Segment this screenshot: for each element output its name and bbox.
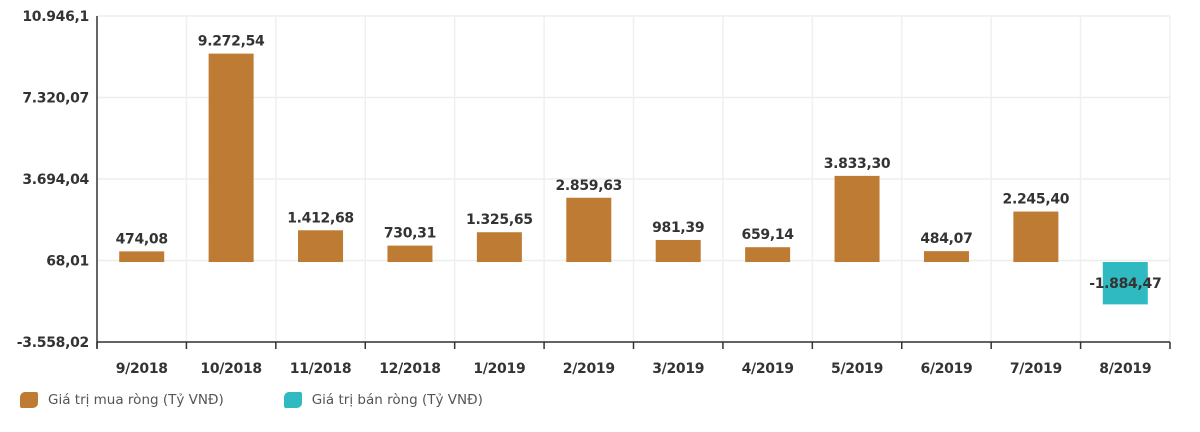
bar-buy[interactable]: [208, 53, 254, 263]
x-axis: 9/2018 10/2018 11/2018 12/2018 1/2019 2/2019 3…: [96, 341, 1171, 377]
x-tick-label: 1/2019: [473, 361, 525, 377]
y-axis: 10.946,1 7.320,07 3.694,04 68,01 -3.558,02: [17, 9, 98, 351]
data-label: 981,39: [652, 220, 704, 236]
data-label: 2.859,63: [555, 178, 622, 194]
x-tick-label: 8/2019: [1099, 361, 1151, 377]
bar-buy[interactable]: [745, 247, 791, 263]
data-label: 474,08: [116, 231, 168, 247]
y-tick-label: 10.946,1: [22, 9, 89, 25]
x-tick-label: 7/2019: [1010, 361, 1062, 377]
bar-buy[interactable]: [834, 175, 880, 263]
data-label: 3.833,30: [824, 156, 891, 172]
x-tick-label: 11/2018: [290, 361, 351, 377]
x-tick-label: 10/2018: [200, 361, 261, 377]
legend-swatch-sell-icon: [283, 392, 302, 408]
x-tick-label: 3/2019: [652, 361, 704, 377]
bar-buy[interactable]: [1013, 211, 1059, 263]
gridlines: [97, 15, 1171, 343]
bar-buy[interactable]: [566, 197, 612, 263]
y-tick-label: -3.558,02: [17, 335, 89, 351]
x-tick-label: 2/2019: [563, 361, 615, 377]
x-tick-label: 12/2018: [379, 361, 440, 377]
data-label: 2.245,40: [1003, 192, 1070, 208]
legend-item-buy[interactable]: Giá trị mua ròng (Tỷ VNĐ): [20, 392, 224, 408]
bar-buy[interactable]: [298, 230, 344, 263]
bar-buy[interactable]: [476, 232, 522, 263]
x-tick-label: 5/2019: [831, 361, 883, 377]
legend-item-sell[interactable]: Giá trị bán ròng (Tỷ VNĐ): [283, 392, 483, 408]
legend-swatch-buy-icon: [20, 392, 38, 408]
legend-label: Giá trị bán ròng (Tỷ VNĐ): [311, 392, 483, 408]
x-tick-label: 4/2019: [742, 361, 794, 377]
data-label: 1.325,65: [466, 212, 533, 228]
data-label: 9.272,54: [198, 34, 265, 50]
y-tick-label: 68,01: [46, 254, 89, 270]
bar-buy[interactable]: [655, 239, 701, 263]
y-tick-label: 7.320,07: [22, 91, 89, 107]
bar-buy[interactable]: [119, 251, 165, 263]
legend: Giá trị mua ròng (Tỷ VNĐ) Giá trị bán rò…: [20, 392, 483, 408]
x-tick-label: 6/2019: [920, 361, 972, 377]
data-label: 659,14: [742, 227, 795, 243]
data-label: -1.884,47: [1089, 276, 1161, 292]
data-label: 730,31: [384, 226, 436, 242]
data-label: 484,07: [920, 231, 972, 247]
bars: 474,08 9.272,54 1.412,68 730,31 1.325,65 2.85…: [116, 34, 1162, 305]
x-tick-label: 9/2018: [116, 361, 168, 377]
bar-buy[interactable]: [923, 251, 969, 263]
bar-sell[interactable]: [1102, 262, 1148, 305]
data-label: 1.412,68: [287, 210, 354, 226]
legend-label: Giá trị mua ròng (Tỷ VNĐ): [48, 392, 224, 408]
y-tick-label: 3.694,04: [22, 172, 89, 188]
bar-buy[interactable]: [387, 245, 433, 263]
